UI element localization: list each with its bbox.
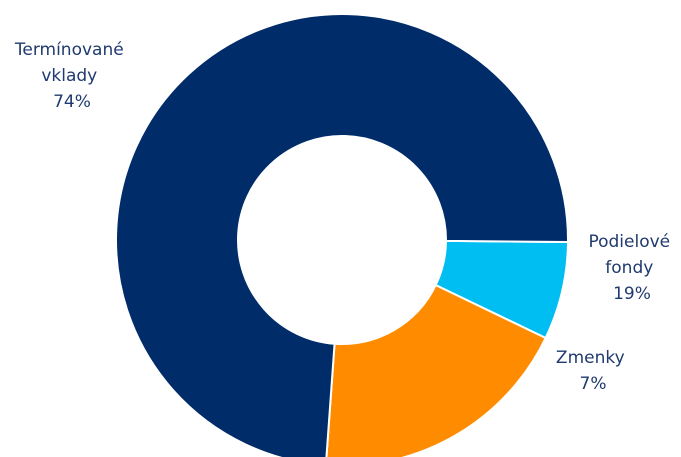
slice-terminovane-vklady xyxy=(115,13,569,457)
value-label-podielove-fondy: 19% xyxy=(613,284,651,304)
value-label-zmenky: 7% xyxy=(580,374,607,394)
donut-slices xyxy=(115,13,569,457)
slice-labels: Termínované vklady 74% Podielové fondy 1… xyxy=(14,40,675,394)
label-terminovane-vklady: Termínované vklady 74% xyxy=(14,40,129,112)
slice-podielove-fondy xyxy=(325,283,547,457)
value-label-terminovane-vklady: 74% xyxy=(53,92,91,112)
label-zmenky: Zmenky 7% xyxy=(556,348,630,394)
label-podielove-fondy: Podielové fondy 19% xyxy=(588,232,675,304)
